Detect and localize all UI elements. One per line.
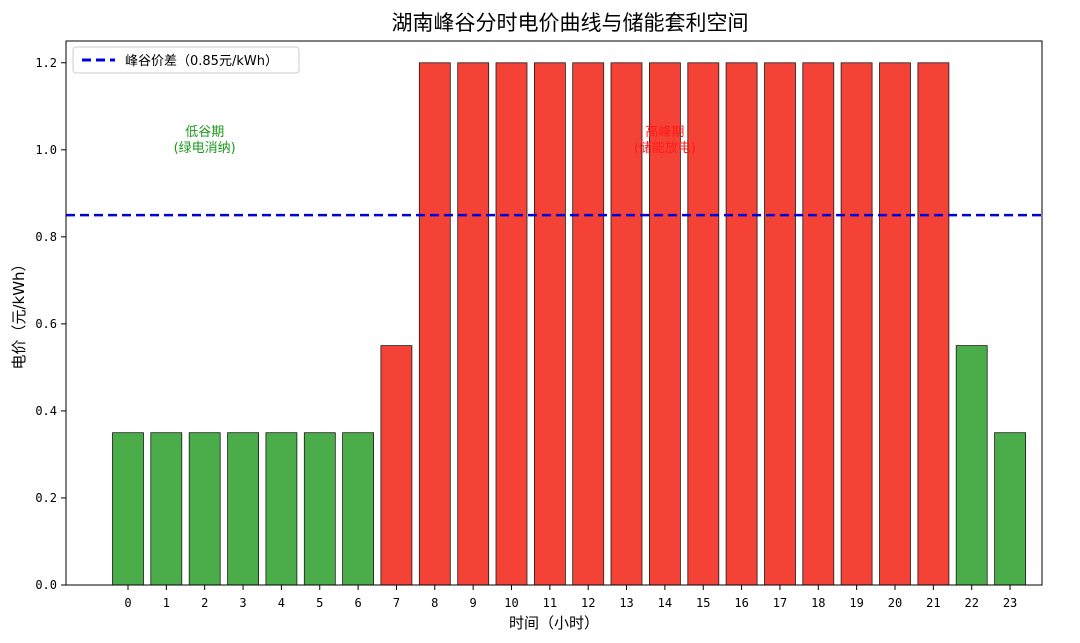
annotation-1: 高峰期(储能放电) bbox=[634, 124, 696, 156]
x-tick-label: 11 bbox=[543, 596, 557, 610]
bar-hour-14 bbox=[649, 62, 681, 586]
chart-title: 湖南峰谷分时电价曲线与储能套利空间 bbox=[392, 11, 749, 35]
x-tick-label: 17 bbox=[773, 596, 787, 610]
plot-frame bbox=[65, 40, 1043, 586]
x-tick-label: 3 bbox=[239, 596, 246, 610]
x-tick-label: 13 bbox=[619, 596, 633, 610]
x-tick-label: 21 bbox=[926, 596, 940, 610]
x-tick-label: 12 bbox=[581, 596, 595, 610]
bar-hour-16 bbox=[725, 62, 758, 586]
x-tick-label: 7 bbox=[393, 596, 400, 610]
x-tick-label: 19 bbox=[849, 596, 863, 610]
x-tick-label: 16 bbox=[734, 596, 748, 610]
annotations: 低谷期(绿电消纳) 高峰期(储能放电) bbox=[174, 124, 696, 156]
bar-hour-0 bbox=[112, 432, 144, 586]
y-axis-label: 电价（元/kWh） bbox=[10, 256, 28, 369]
y-tick-label: 0.8 bbox=[35, 230, 57, 244]
bar-hour-21 bbox=[917, 62, 950, 586]
x-tick-label: 15 bbox=[696, 596, 710, 610]
bar-hour-6 bbox=[342, 432, 375, 586]
x-axis: 0 1 2 3 4 5 6 7 8 9 10 11 12 13 14 15 16 17 18 19 20 21 22 23 bbox=[124, 585, 1017, 610]
bar-hour-10 bbox=[495, 62, 528, 586]
bar-hour-1 bbox=[150, 432, 183, 586]
bar-hour-7 bbox=[380, 345, 413, 586]
bar-hour-12 bbox=[572, 62, 605, 586]
bar-hour-9 bbox=[457, 62, 490, 586]
y-tick-label: 1.2 bbox=[35, 56, 57, 70]
x-tick-label: 14 bbox=[658, 596, 672, 610]
x-axis-label: 时间（小时） bbox=[509, 614, 599, 632]
bar-hour-5 bbox=[303, 432, 336, 586]
x-tick-label: 1 bbox=[163, 596, 170, 610]
bar-hour-17 bbox=[764, 62, 796, 586]
y-axis: 0.0 0.2 0.4 0.6 0.8 1.0 1.2 bbox=[35, 56, 66, 592]
y-tick-label: 0.4 bbox=[35, 404, 57, 418]
x-tick-label: 10 bbox=[504, 596, 518, 610]
bar-hour-19 bbox=[840, 62, 873, 586]
y-tick-label: 1.0 bbox=[35, 143, 57, 157]
bar-hour-4 bbox=[265, 432, 298, 586]
x-tick-label: 9 bbox=[470, 596, 477, 610]
y-tick-label: 0.2 bbox=[35, 491, 57, 505]
x-tick-label: 2 bbox=[201, 596, 208, 610]
x-tick-label: 5 bbox=[316, 596, 323, 610]
bar-hour-22 bbox=[955, 345, 988, 586]
legend-label: 峰谷价差（0.85元/kWh） bbox=[125, 54, 278, 69]
x-tick-label: 23 bbox=[1003, 596, 1017, 610]
x-tick-label: 18 bbox=[811, 596, 825, 610]
annotation-0: 低谷期(绿电消纳) bbox=[174, 125, 236, 156]
x-tick-label: 20 bbox=[888, 596, 902, 610]
annotation-1-line-0: 高峰期 bbox=[645, 124, 684, 140]
bar-hour-23 bbox=[994, 432, 1026, 586]
bars bbox=[112, 62, 1026, 586]
bar-hour-8 bbox=[418, 62, 451, 586]
bar-hour-3 bbox=[227, 432, 260, 586]
x-tick-label: 4 bbox=[278, 596, 285, 610]
x-tick-label: 8 bbox=[431, 596, 438, 610]
bar-hour-11 bbox=[534, 62, 566, 586]
y-tick-label: 0.6 bbox=[35, 317, 57, 331]
y-tick-label: 0.0 bbox=[35, 578, 57, 592]
legend-box bbox=[72, 46, 300, 74]
x-tick-label: 0 bbox=[124, 596, 131, 610]
bar-hour-13 bbox=[610, 62, 643, 586]
bar-hour-2 bbox=[188, 432, 221, 586]
annotation-0-line-1: (绿电消纳) bbox=[174, 141, 236, 156]
annotation-1-line-1: (储能放电) bbox=[634, 141, 696, 156]
x-tick-label: 6 bbox=[354, 596, 361, 610]
bar-hour-18 bbox=[802, 62, 835, 586]
annotation-0-line-0: 低谷期 bbox=[185, 125, 224, 140]
x-tick-label: 22 bbox=[964, 596, 978, 610]
legend[interactable]: 峰谷价差（0.85元/kWh） bbox=[72, 46, 300, 74]
bar-hour-15 bbox=[687, 62, 720, 586]
bar-hour-20 bbox=[879, 62, 911, 586]
